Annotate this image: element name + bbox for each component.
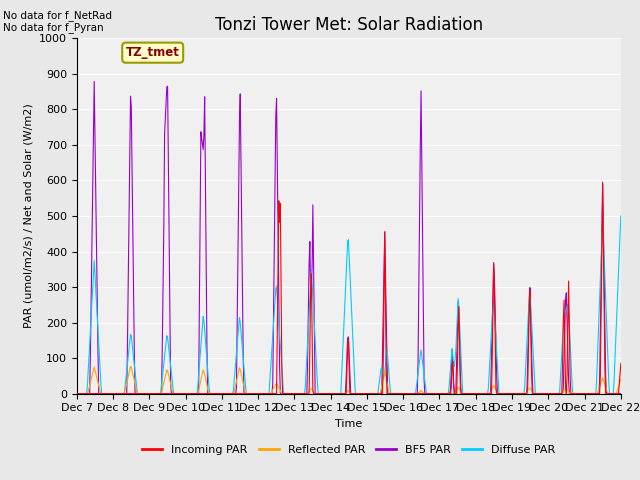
Reflected PAR <box>83 391 90 396</box>
Reflected PAR <box>617 376 625 382</box>
Incoming PAR <box>617 360 625 366</box>
BF5 PAR <box>83 391 90 396</box>
BF5 PAR <box>73 391 81 396</box>
Reflected PAR <box>127 364 134 370</box>
BF5 PAR <box>617 391 625 396</box>
Diffuse PAR <box>617 213 625 219</box>
Incoming PAR <box>223 391 230 396</box>
Reflected PAR <box>195 387 202 393</box>
Text: No data for f_NetRad
No data for f_Pyran: No data for f_NetRad No data for f_Pyran <box>3 10 112 33</box>
Incoming PAR <box>431 391 438 396</box>
Legend: Incoming PAR, Reflected PAR, BF5 PAR, Diffuse PAR: Incoming PAR, Reflected PAR, BF5 PAR, Di… <box>138 440 560 459</box>
Diffuse PAR <box>223 391 230 396</box>
BF5 PAR <box>416 216 424 222</box>
BF5 PAR <box>431 391 439 396</box>
Line: BF5 PAR: BF5 PAR <box>77 82 621 394</box>
Line: Diffuse PAR: Diffuse PAR <box>77 216 621 394</box>
X-axis label: Time: Time <box>335 419 362 429</box>
Line: Incoming PAR: Incoming PAR <box>77 184 621 394</box>
Reflected PAR <box>416 389 424 395</box>
BF5 PAR <box>223 391 231 396</box>
Text: TZ_tmet: TZ_tmet <box>125 46 180 59</box>
Incoming PAR <box>415 391 422 396</box>
Incoming PAR <box>194 391 202 396</box>
Line: Reflected PAR: Reflected PAR <box>77 367 621 394</box>
Incoming PAR <box>599 181 607 187</box>
Reflected PAR <box>223 391 231 396</box>
Y-axis label: PAR (umol/m2/s) / Net and Solar (W/m2): PAR (umol/m2/s) / Net and Solar (W/m2) <box>24 104 33 328</box>
Reflected PAR <box>73 391 81 396</box>
Incoming PAR <box>83 391 90 396</box>
Reflected PAR <box>431 391 439 396</box>
Diffuse PAR <box>194 382 202 388</box>
Diffuse PAR <box>83 391 90 396</box>
Diffuse PAR <box>73 391 81 396</box>
Reflected PAR <box>140 391 147 396</box>
Title: Tonzi Tower Met: Solar Radiation: Tonzi Tower Met: Solar Radiation <box>215 16 483 34</box>
Incoming PAR <box>73 391 81 396</box>
BF5 PAR <box>195 391 202 396</box>
BF5 PAR <box>140 391 147 396</box>
Diffuse PAR <box>415 364 422 370</box>
Diffuse PAR <box>139 391 147 396</box>
Diffuse PAR <box>431 391 438 396</box>
Incoming PAR <box>139 391 147 396</box>
BF5 PAR <box>90 79 98 84</box>
